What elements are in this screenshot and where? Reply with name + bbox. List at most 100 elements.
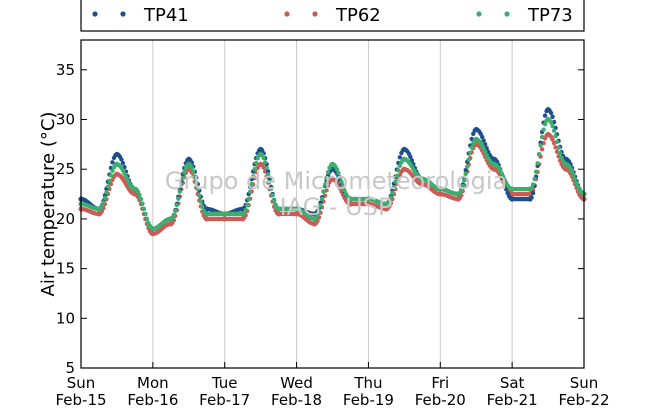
marker-TP73 bbox=[253, 160, 259, 166]
watermark: Grupo de Micrometeorologia IAG - USP bbox=[165, 167, 507, 221]
x-tick-label-day-5: Fri bbox=[431, 374, 449, 392]
legend-label-TP62: TP62 bbox=[335, 5, 381, 26]
marker-TP73 bbox=[252, 167, 257, 172]
marker-TP62 bbox=[108, 181, 114, 187]
marker-TP73 bbox=[393, 179, 398, 184]
marker-TP73 bbox=[574, 180, 579, 186]
marker-TP41 bbox=[480, 134, 485, 140]
marker-TP73 bbox=[541, 127, 546, 132]
marker-TP73 bbox=[396, 168, 401, 173]
marker-TP73 bbox=[542, 121, 548, 127]
marker-TP41 bbox=[481, 138, 486, 143]
marker-TP73 bbox=[572, 176, 578, 182]
marker-TP73 bbox=[339, 179, 344, 184]
marker-TP73 bbox=[468, 150, 473, 156]
marker-TP73 bbox=[465, 164, 470, 169]
marker-TP73 bbox=[191, 169, 196, 174]
marker-TP41 bbox=[120, 160, 126, 166]
marker-TP41 bbox=[408, 154, 413, 159]
legend-label-TP73: TP73 bbox=[527, 5, 573, 26]
marker-TP73 bbox=[535, 161, 540, 166]
legend-marker-TP73-b bbox=[504, 11, 510, 17]
marker-TP73 bbox=[176, 196, 181, 201]
marker-TP73 bbox=[249, 181, 254, 187]
y-axis-title: Air temperature (°C) bbox=[38, 112, 59, 297]
watermark-line-2: IAG - USP bbox=[280, 193, 393, 221]
legend: TP41 TP62 TP73 bbox=[80, 0, 585, 32]
marker-TP41 bbox=[548, 110, 554, 116]
marker-TP73 bbox=[197, 193, 202, 198]
marker-TP73 bbox=[462, 178, 467, 183]
marker-TP73 bbox=[192, 174, 197, 179]
marker-TP73 bbox=[262, 160, 268, 165]
marker-TP41 bbox=[529, 195, 534, 200]
marker-TP73 bbox=[99, 203, 105, 209]
marker-TP73 bbox=[267, 179, 272, 184]
marker-TP73 bbox=[195, 186, 200, 192]
marker-TP73 bbox=[268, 186, 274, 191]
legend-marker-TP62-a bbox=[284, 11, 290, 17]
marker-TP73 bbox=[270, 193, 275, 198]
marker-TP73 bbox=[394, 173, 400, 179]
y-tick-label-35: 35 bbox=[56, 61, 75, 79]
marker-TP73 bbox=[559, 155, 564, 160]
marker-TP73 bbox=[102, 195, 108, 200]
marker-TP73 bbox=[144, 216, 150, 222]
marker-TP41 bbox=[265, 169, 271, 174]
marker-TP73 bbox=[569, 169, 575, 174]
legend-box bbox=[80, 0, 585, 32]
marker-TP41 bbox=[542, 113, 548, 118]
x-tick-label-date-1: Feb-16 bbox=[127, 391, 178, 409]
marker-TP73 bbox=[265, 172, 271, 177]
marker-TP73 bbox=[137, 192, 142, 198]
marker-TP73 bbox=[107, 178, 112, 184]
x-tick-label-date-6: Feb-21 bbox=[487, 391, 538, 409]
marker-TP73 bbox=[200, 204, 205, 209]
x-tick-label-day-4: Thu bbox=[353, 374, 382, 392]
marker-TP73 bbox=[551, 128, 557, 133]
marker-TP73 bbox=[390, 190, 395, 196]
marker-TP73 bbox=[397, 163, 403, 169]
x-tick-label-day-3: Wed bbox=[280, 374, 313, 392]
marker-TP73 bbox=[553, 133, 558, 139]
x-tick-label-date-2: Feb-17 bbox=[199, 391, 250, 409]
marker-TP73 bbox=[388, 195, 394, 200]
marker-TP62 bbox=[550, 137, 555, 142]
marker-TP73 bbox=[387, 198, 392, 204]
marker-TP62 bbox=[539, 147, 545, 152]
marker-TP73 bbox=[318, 203, 323, 208]
series-TP73 bbox=[78, 116, 587, 232]
marker-TP73 bbox=[143, 211, 148, 217]
marker-TP62 bbox=[396, 176, 401, 182]
marker-TP73 bbox=[179, 182, 184, 187]
marker-TP73 bbox=[141, 206, 147, 212]
marker-TP73 bbox=[459, 188, 464, 193]
y-tick-label-25: 25 bbox=[56, 160, 75, 178]
marker-TP73 bbox=[391, 185, 397, 190]
x-tick-label-date-5: Feb-20 bbox=[415, 391, 466, 409]
marker-TP73 bbox=[171, 213, 177, 218]
marker-TP73 bbox=[108, 173, 114, 178]
marker-TP73 bbox=[557, 150, 563, 156]
marker-TP73 bbox=[571, 173, 576, 178]
marker-TP41 bbox=[530, 190, 536, 196]
marker-TP73 bbox=[325, 170, 331, 175]
marker-TP41 bbox=[179, 179, 184, 184]
marker-TP73 bbox=[246, 196, 251, 202]
y-tick-label-5: 5 bbox=[65, 359, 75, 377]
x-tick-label-day-7: Sun bbox=[570, 374, 599, 392]
x-tick-label-day-2: Tue bbox=[211, 374, 238, 392]
legend-marker-TP41-b bbox=[120, 11, 126, 17]
marker-TP73 bbox=[324, 175, 329, 181]
marker-TP73 bbox=[538, 143, 543, 148]
marker-TP73 bbox=[105, 184, 111, 189]
marker-TP73 bbox=[469, 145, 474, 150]
marker-TP73 bbox=[316, 208, 322, 214]
grid-lines bbox=[152, 40, 513, 368]
marker-TP73 bbox=[250, 174, 256, 179]
x-axis: SunFeb-15MonFeb-16TueFeb-17WedFeb-18ThuF… bbox=[55, 362, 610, 409]
marker-TP73 bbox=[340, 183, 346, 189]
marker-TP73 bbox=[315, 213, 320, 218]
marker-TP73 bbox=[536, 152, 542, 157]
